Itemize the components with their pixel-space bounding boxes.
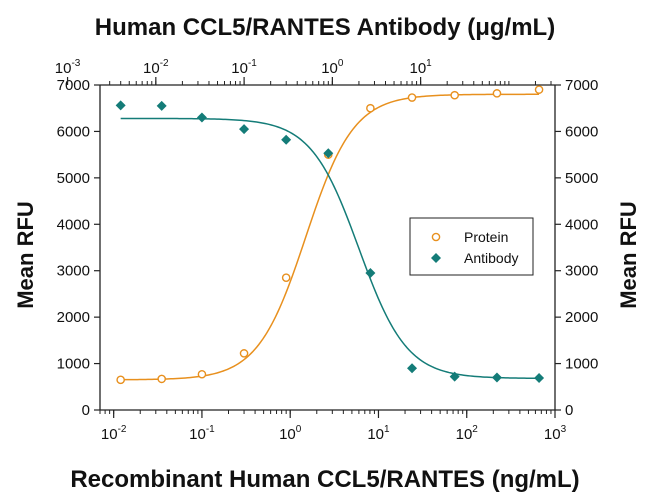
point-protein bbox=[492, 89, 502, 98]
x-tick-label-top: 101 bbox=[409, 58, 432, 77]
point-antibody bbox=[449, 371, 460, 382]
point-protein bbox=[197, 369, 207, 379]
x-tick-label-bottom: 10-1 bbox=[189, 424, 215, 443]
x-tick-label-bottom: 102 bbox=[456, 424, 479, 443]
fit-curve-antibody bbox=[120, 117, 540, 380]
point-antibody bbox=[323, 148, 334, 159]
point-protein bbox=[407, 93, 417, 102]
x-tick-label-top: 10-2 bbox=[143, 58, 169, 77]
y-axis-label-right: Mean RFU bbox=[616, 201, 641, 309]
x-tick-label-top: 100 bbox=[321, 58, 344, 77]
x-tick-label-top: 10-1 bbox=[231, 58, 257, 77]
y-tick-label-left: 4000 bbox=[57, 216, 90, 233]
y-tick-label-right: 6000 bbox=[565, 123, 598, 140]
point-antibody bbox=[281, 134, 292, 145]
legend-protein-label: Protein bbox=[464, 229, 508, 245]
point-protein bbox=[534, 85, 544, 94]
legend-protein-marker bbox=[431, 232, 441, 242]
y-tick-label-right: 4000 bbox=[565, 216, 598, 233]
x-tick-label-bottom: 103 bbox=[544, 424, 567, 443]
fit-curve-protein bbox=[120, 93, 540, 381]
point-antibody bbox=[365, 268, 376, 279]
y-tick-label-left: 3000 bbox=[57, 263, 90, 280]
point-antibody bbox=[196, 112, 207, 123]
axis-ticks: 0 0 1000 1000 2000 2000 3000 3000 4000 4000 5000 50… bbox=[55, 58, 599, 443]
y-tick-label-left: 5000 bbox=[57, 170, 90, 187]
x-tick-label-top: 10-3 bbox=[55, 58, 81, 77]
y-tick-label-left: 6000 bbox=[57, 123, 90, 140]
y-tick-label-right: 7000 bbox=[565, 77, 598, 94]
legend-antibody-marker bbox=[431, 253, 441, 263]
point-antibody bbox=[115, 100, 126, 111]
point-antibody bbox=[491, 372, 502, 383]
y-tick-label-left: 7000 bbox=[57, 77, 90, 94]
fit-curves bbox=[120, 93, 540, 381]
point-antibody bbox=[239, 124, 250, 135]
point-protein bbox=[450, 90, 459, 100]
point-protein bbox=[281, 273, 291, 282]
legend-antibody-label: Antibody bbox=[464, 250, 518, 266]
point-protein bbox=[116, 375, 125, 385]
data-points bbox=[115, 85, 545, 385]
x-tick-label-bottom: 100 bbox=[279, 424, 302, 443]
point-protein bbox=[366, 103, 375, 113]
y-tick-label-right: 3000 bbox=[565, 263, 598, 280]
point-antibody bbox=[534, 372, 545, 383]
y-tick-label-left: 2000 bbox=[57, 309, 90, 326]
y-axis-label-left: Mean RFU bbox=[13, 201, 38, 309]
y-tick-label-left: 0 bbox=[82, 402, 90, 419]
y-tick-label-right: 1000 bbox=[565, 356, 598, 373]
y-tick-label-left: 1000 bbox=[57, 356, 90, 373]
legend: Protein Antibody bbox=[409, 217, 534, 276]
y-tick-label-right: 2000 bbox=[565, 309, 598, 326]
y-tick-label-right: 0 bbox=[565, 402, 573, 419]
point-antibody bbox=[156, 100, 167, 111]
point-antibody bbox=[407, 363, 418, 374]
legend-box bbox=[409, 217, 534, 276]
chart-title: Human CCL5/RANTES Antibody (μg/mL) bbox=[95, 14, 555, 41]
point-protein bbox=[239, 349, 249, 358]
x-tick-label-bottom: 101 bbox=[367, 424, 390, 443]
point-protein bbox=[157, 374, 166, 384]
y-tick-label-right: 5000 bbox=[565, 170, 598, 187]
x-axis-label: Recombinant Human CCL5/RANTES (ng/mL) bbox=[70, 466, 579, 493]
x-tick-label-bottom: 10-2 bbox=[101, 424, 127, 443]
